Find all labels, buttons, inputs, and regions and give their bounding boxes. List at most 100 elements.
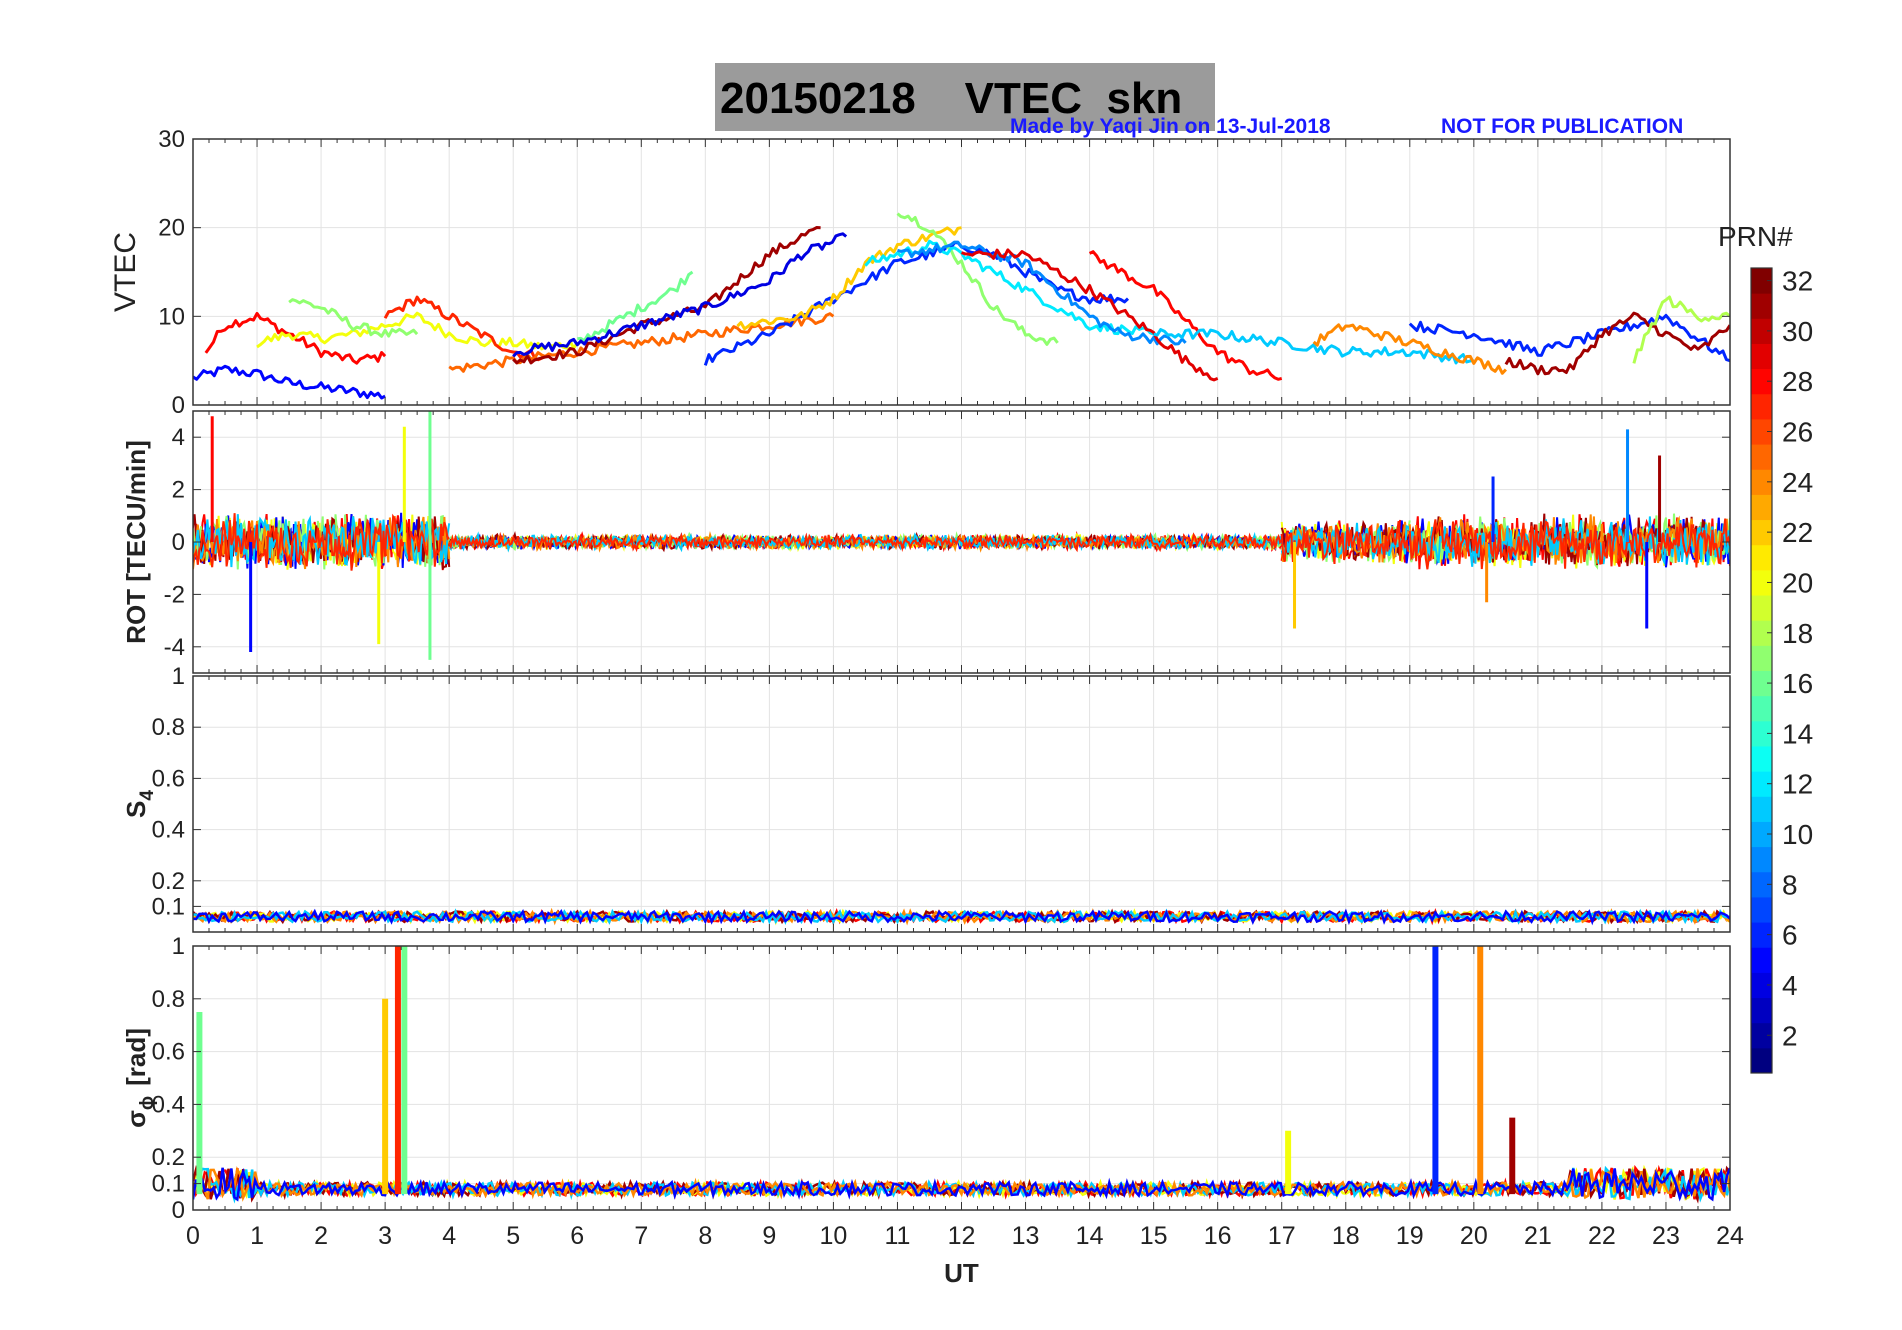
colorbar-tick-label: 10 — [1782, 819, 1813, 850]
colorbar-frame — [1750, 267, 1773, 1074]
colorbar-swatch — [1751, 846, 1772, 873]
y-tick-label: 0.2 — [152, 868, 185, 895]
colorbar-swatch — [1751, 393, 1772, 420]
y-axis-label-sub: 4 — [137, 790, 158, 801]
rot-series-line — [448, 531, 1283, 553]
y-tick-label: 0.1 — [152, 1171, 185, 1198]
rot-series-line — [193, 513, 450, 571]
y-tick-label: 4 — [172, 424, 185, 451]
colorbar-swatch — [1751, 318, 1772, 344]
vtec-series-line — [960, 248, 1219, 382]
x-tick-label: 7 — [634, 1222, 648, 1250]
y-tick-label: 0.6 — [152, 765, 185, 792]
colorbar-swatch — [1751, 368, 1772, 395]
vtec-series-line — [1312, 323, 1507, 375]
panel-2-data — [193, 907, 1730, 926]
colorbar-swatch — [1751, 343, 1772, 370]
x-tick-label: 21 — [1524, 1222, 1552, 1250]
vtec-series-line — [512, 232, 848, 358]
colorbar-swatch — [1751, 821, 1772, 848]
vtec-series-line — [512, 226, 821, 365]
colorbar-tick-label: 4 — [1782, 970, 1798, 1001]
colorbar-swatch — [1751, 871, 1772, 898]
colorbar-swatch — [1751, 947, 1772, 973]
rot-series-line — [1408, 518, 1730, 570]
vtec-series-line — [193, 364, 386, 400]
x-axis-label: UT — [944, 1258, 979, 1288]
y-tick-label: 0.4 — [152, 1091, 185, 1118]
y-tick-label: 0.8 — [152, 986, 185, 1013]
y-axis-label-sub: ϕ — [137, 1096, 158, 1110]
colorbar-tick-label: 18 — [1782, 618, 1813, 649]
colorbar-tick-label: 2 — [1782, 1020, 1798, 1051]
vtec-series-line — [288, 298, 419, 338]
colorbar-swatch — [1751, 418, 1772, 445]
x-tick-label: 9 — [762, 1222, 776, 1250]
y-axis-label: VTEC — [109, 232, 142, 312]
x-tick-label: 8 — [698, 1222, 712, 1250]
panel-3-data — [193, 946, 1730, 1204]
x-tick-label: 14 — [1076, 1222, 1104, 1250]
colorbar-swatch — [1751, 922, 1772, 948]
data-layer — [193, 212, 1730, 1204]
y-tick-label: 1 — [172, 933, 185, 960]
y-axis-label-unit: [rad] — [121, 1028, 151, 1086]
colorbar-tick-label: 32 — [1782, 266, 1813, 297]
colorbar-swatch — [1751, 268, 1772, 294]
y-tick-label: 0 — [172, 529, 185, 556]
colorbar-swatch — [1751, 293, 1772, 319]
colorbar-tick-label: 6 — [1782, 920, 1798, 951]
y-tick-label: 0.6 — [152, 1039, 185, 1066]
vtec-series-line — [896, 212, 1059, 346]
x-tick-label: 15 — [1140, 1222, 1168, 1250]
vtec-series-line — [736, 226, 962, 331]
colorbar-label: PRN# — [1718, 221, 1793, 252]
vtec-series-line — [448, 312, 835, 373]
x-tick-label: 1 — [250, 1222, 264, 1250]
x-tick-label: 12 — [948, 1222, 976, 1250]
colorbar-tick-label: 8 — [1782, 869, 1798, 900]
colorbar-swatch — [1751, 494, 1772, 521]
vtec-series-line — [1632, 295, 1730, 364]
x-tick-label: 13 — [1012, 1222, 1040, 1250]
x-tick-label: 23 — [1652, 1222, 1680, 1250]
vtec-series-line — [1153, 328, 1474, 365]
colorbar-swatch — [1751, 720, 1772, 747]
colorbar-swatch — [1751, 469, 1772, 495]
rot-series-line — [1408, 516, 1730, 567]
colorbar-swatch — [1751, 745, 1772, 772]
y-axis-label: ROT [TECU/min] — [121, 440, 151, 644]
colorbar-swatch — [1751, 519, 1772, 546]
rot-series-line — [1280, 520, 1411, 565]
colorbar-swatch — [1751, 1022, 1772, 1049]
colorbar-swatch — [1751, 771, 1772, 797]
y-tick-label: 20 — [158, 215, 185, 242]
colorbar-tick-label: 24 — [1782, 467, 1813, 498]
colorbar-swatch — [1751, 796, 1772, 822]
y-tick-label: 2 — [172, 477, 185, 504]
vtec-series-line — [1408, 313, 1730, 363]
x-tick-label: 22 — [1588, 1222, 1616, 1250]
sigma-series-line — [193, 1167, 1730, 1202]
x-tick-label: 5 — [506, 1222, 520, 1250]
y-tick-label: 0.2 — [152, 1144, 185, 1171]
s4-series-line — [193, 908, 1730, 926]
vtec-series-line — [1504, 311, 1730, 376]
vtec-series-line — [256, 311, 579, 351]
colorbar-swatch — [1751, 997, 1772, 1024]
x-tick-label: 19 — [1396, 1222, 1424, 1250]
colorbar-tick-label: 14 — [1782, 718, 1813, 749]
colorbar-tick-label: 16 — [1782, 668, 1813, 699]
panel-0-data — [193, 212, 1730, 400]
colorbar-swatch — [1751, 1047, 1772, 1074]
x-tick-label: 0 — [186, 1222, 200, 1250]
y-tick-label: 10 — [158, 303, 185, 330]
y-tick-label: 30 — [158, 126, 185, 153]
y-tick-label: 0.8 — [152, 714, 185, 741]
y-tick-label: -4 — [164, 634, 185, 661]
title-background — [715, 63, 1215, 131]
vtec-series-line — [897, 240, 1187, 346]
x-tick-label: 16 — [1204, 1222, 1232, 1250]
